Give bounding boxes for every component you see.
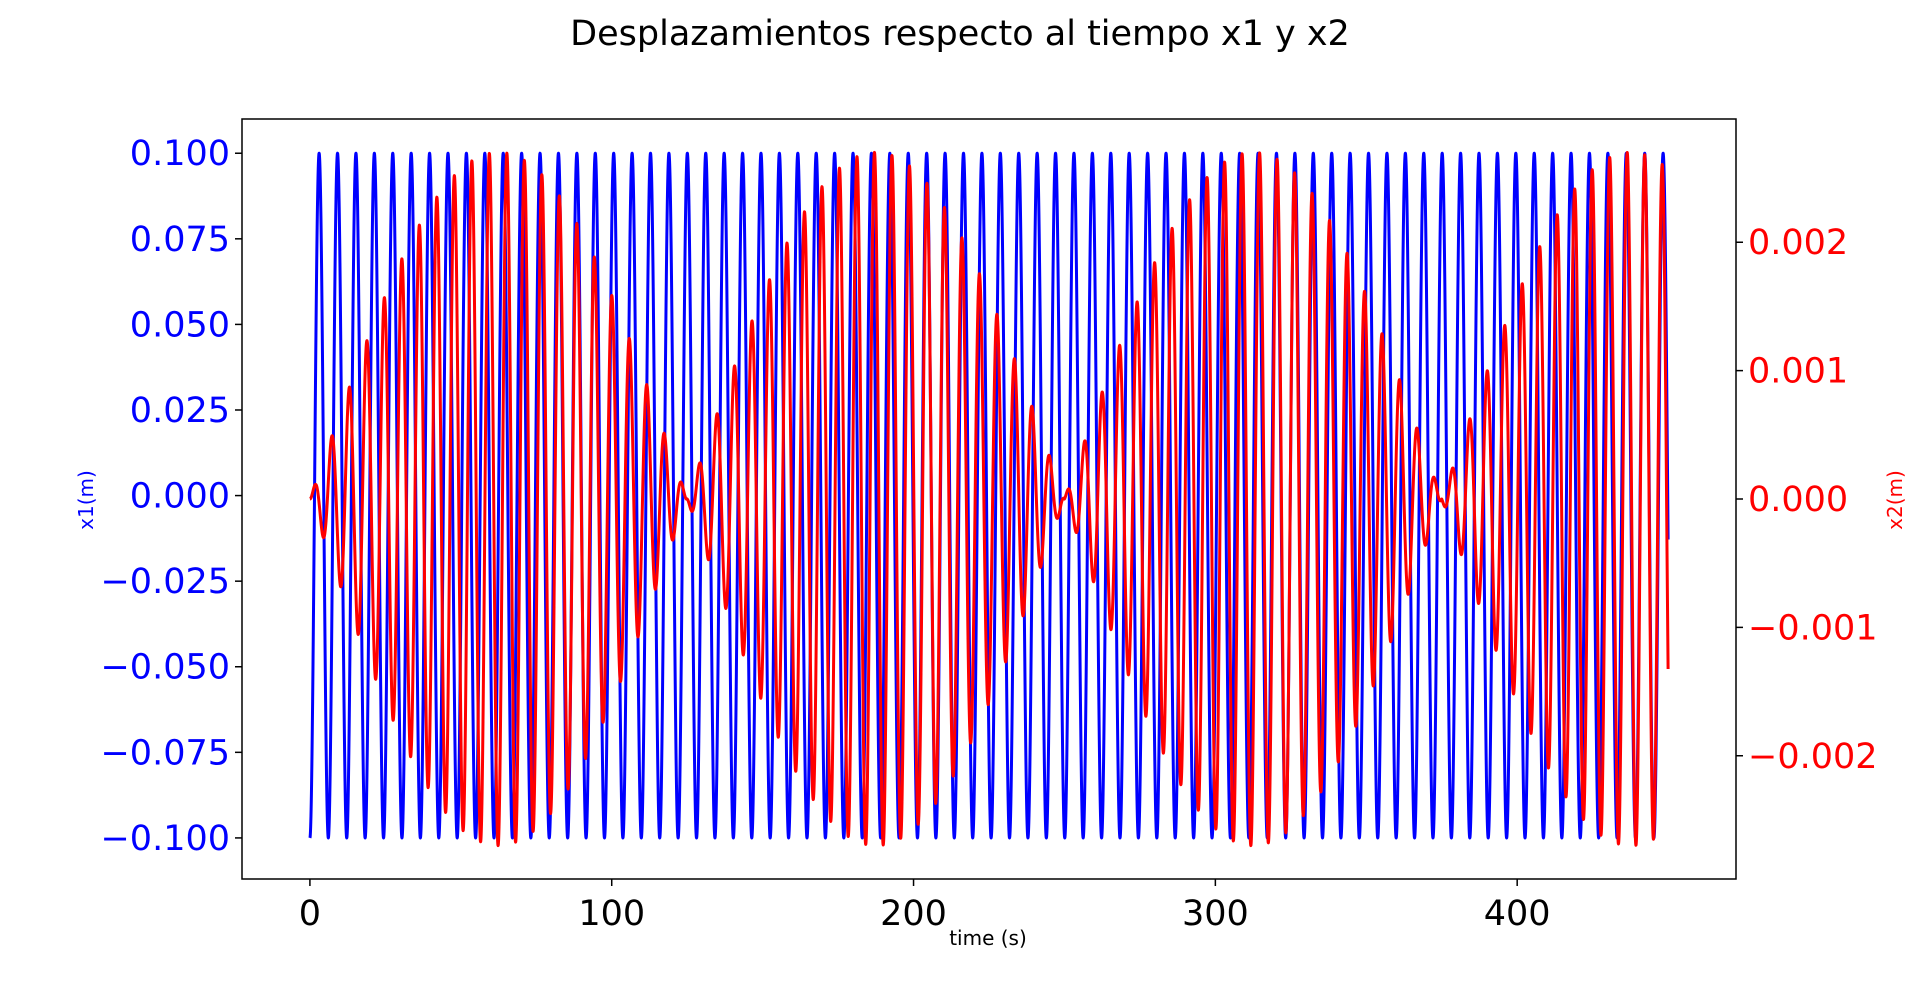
chart-title: Desplazamientos respecto al tiempo x1 y … (570, 14, 1350, 54)
left-tick-label: −0.100 (100, 819, 230, 859)
left-tick-label: 0.000 (130, 477, 230, 517)
left-tick-label: 0.100 (130, 134, 230, 174)
right-tick-label: −0.001 (1748, 608, 1878, 648)
x-tick-label: 400 (1484, 894, 1551, 934)
x-tick-label: 200 (880, 894, 947, 934)
left-tick-label: −0.025 (100, 562, 230, 602)
x-tick-label: 300 (1182, 894, 1249, 934)
right-tick-label: 0.002 (1748, 223, 1848, 263)
left-tick-label: −0.075 (100, 733, 230, 773)
right-tick-label: 0.000 (1748, 480, 1848, 520)
series-x2-line (308, 150, 1670, 848)
left-y-axis: 0.100 0.075 0.050 0.025 0.000 −0.025 −0.050 −0.… (100, 134, 242, 859)
left-tick-label: 0.025 (130, 391, 230, 431)
plot-area (308, 150, 1670, 848)
left-tick-label: −0.050 (100, 648, 230, 688)
right-tick-label: 0.001 (1748, 352, 1848, 392)
right-y-axis-label: x2(m) (1883, 470, 1907, 530)
left-tick-label: 0.075 (130, 220, 230, 260)
right-tick-label: −0.002 (1748, 737, 1878, 777)
left-tick-label: 0.050 (130, 305, 230, 345)
right-y-axis: 0.002 0.001 0.000 −0.001 −0.002 (1736, 223, 1878, 777)
x-tick-label: 100 (578, 894, 645, 934)
x-axis: 0 100 200 300 400 (299, 879, 1551, 934)
x-tick-label: 0 (299, 894, 321, 934)
series-x1-line (308, 151, 1670, 840)
x-axis-label: time (s) (949, 926, 1027, 950)
left-y-axis-label: x1(m) (74, 470, 98, 530)
